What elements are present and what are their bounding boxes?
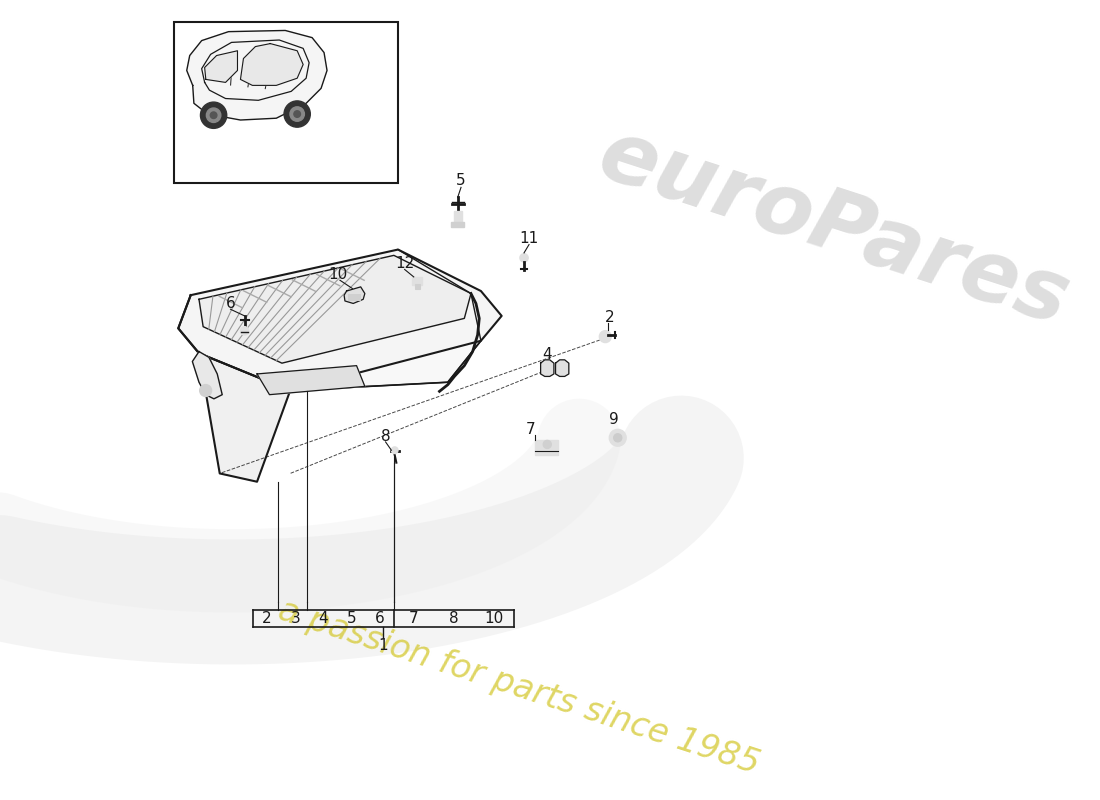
Text: 8: 8 — [381, 429, 390, 444]
Text: 8: 8 — [449, 611, 459, 626]
Text: 1: 1 — [378, 638, 388, 653]
Bar — [451, 222, 464, 227]
Text: 3: 3 — [290, 611, 300, 626]
Text: 2: 2 — [262, 611, 272, 626]
Circle shape — [614, 434, 622, 442]
Text: 6: 6 — [375, 611, 385, 626]
Polygon shape — [344, 287, 365, 303]
Circle shape — [284, 101, 310, 127]
Polygon shape — [257, 366, 365, 394]
Bar — [535, 440, 558, 455]
Circle shape — [392, 447, 398, 454]
Text: 12: 12 — [395, 256, 415, 271]
Polygon shape — [199, 341, 481, 390]
Text: 10: 10 — [484, 611, 504, 626]
Text: 6: 6 — [226, 296, 235, 311]
Circle shape — [543, 440, 551, 449]
Circle shape — [207, 108, 221, 122]
Text: euroPares: euroPares — [588, 113, 1080, 343]
Polygon shape — [187, 30, 327, 120]
Text: 4: 4 — [319, 611, 328, 626]
Polygon shape — [178, 250, 502, 390]
Text: 4: 4 — [542, 347, 552, 362]
Circle shape — [200, 102, 227, 128]
Text: 7: 7 — [409, 611, 419, 626]
Bar — [412, 277, 422, 286]
Text: 7: 7 — [526, 422, 536, 437]
Circle shape — [200, 385, 211, 396]
Bar — [349, 294, 360, 300]
Circle shape — [210, 112, 217, 118]
Circle shape — [241, 326, 249, 335]
Text: 5: 5 — [456, 174, 465, 188]
Bar — [416, 283, 419, 289]
Circle shape — [290, 107, 305, 122]
Text: a passion for parts since 1985: a passion for parts since 1985 — [274, 594, 763, 781]
Text: 9: 9 — [608, 412, 618, 427]
Bar — [453, 210, 462, 222]
Circle shape — [600, 331, 612, 342]
Text: 2: 2 — [605, 310, 614, 325]
Polygon shape — [205, 50, 238, 82]
Circle shape — [294, 110, 300, 118]
Polygon shape — [178, 295, 290, 482]
Polygon shape — [241, 43, 304, 86]
Text: 10: 10 — [329, 267, 348, 282]
Bar — [174, 22, 398, 183]
Polygon shape — [556, 360, 569, 377]
Circle shape — [609, 430, 626, 446]
Circle shape — [520, 254, 528, 262]
Polygon shape — [192, 351, 222, 399]
Text: 11: 11 — [519, 231, 539, 246]
Text: 5: 5 — [346, 611, 356, 626]
Polygon shape — [199, 255, 471, 363]
Polygon shape — [540, 360, 554, 377]
